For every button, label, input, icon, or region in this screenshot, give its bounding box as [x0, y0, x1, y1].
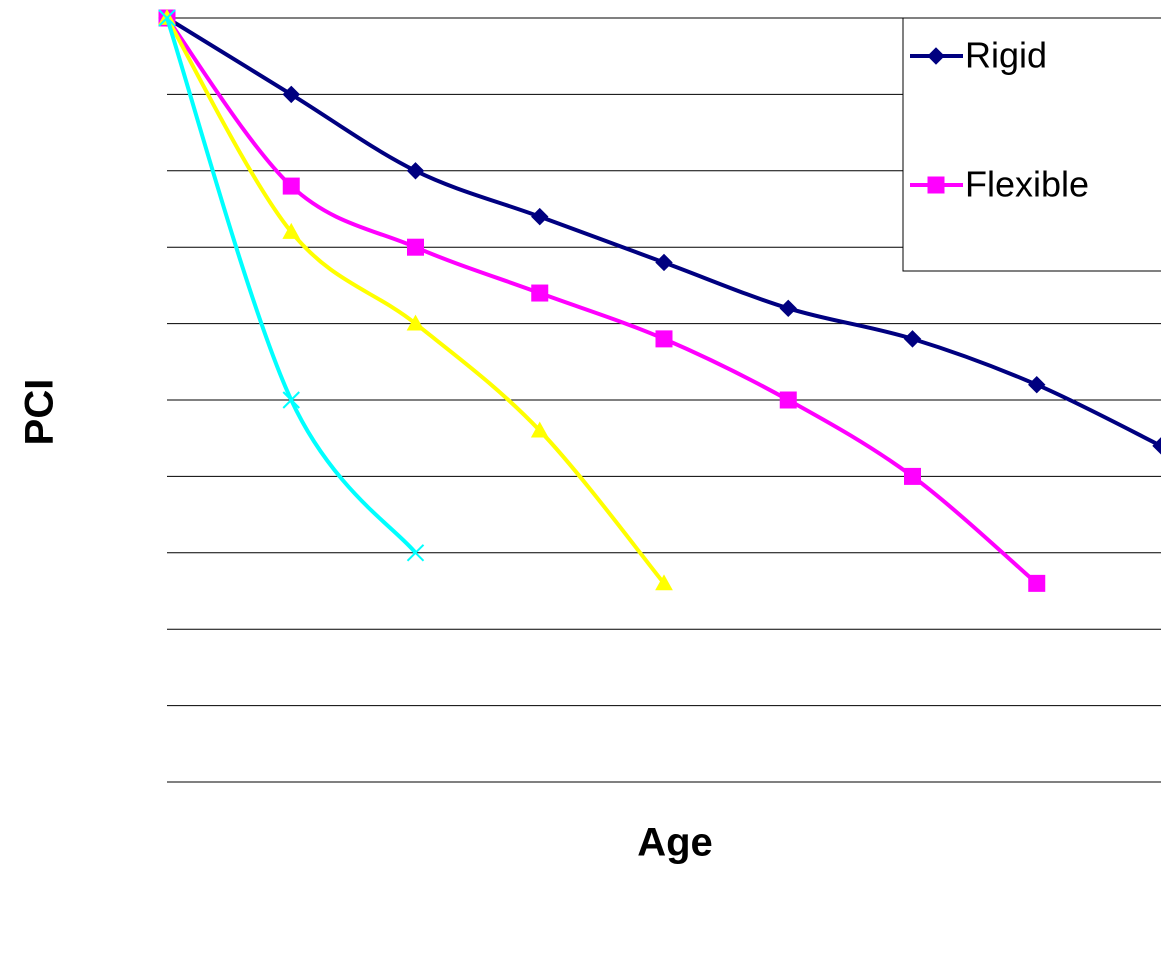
marker [406, 314, 425, 331]
marker [158, 9, 176, 27]
marker [655, 253, 673, 272]
marker [903, 330, 922, 348]
legend-box [902, 17, 1161, 272]
marker [407, 238, 424, 256]
series-line [165, 16, 666, 585]
marker [531, 284, 549, 302]
marker [406, 162, 425, 180]
marker [1028, 574, 1046, 592]
marker [531, 207, 549, 226]
legend-label: Flexible [965, 164, 1089, 205]
series-line [165, 17, 418, 555]
marker [779, 391, 797, 409]
marker [530, 421, 549, 438]
marker [1028, 376, 1046, 394]
x-axis-title: Age [637, 821, 713, 865]
marker [282, 85, 300, 104]
marker [406, 544, 425, 562]
marker [282, 177, 300, 195]
marker [655, 574, 673, 591]
marker [904, 467, 921, 485]
marker [655, 330, 673, 348]
marker [927, 47, 945, 65]
marker [1152, 437, 1161, 455]
marker [282, 222, 301, 239]
legend-label: Rigid [965, 35, 1047, 76]
marker [779, 299, 797, 318]
marker [927, 176, 945, 194]
marker [282, 391, 300, 409]
y-axis-title: PCI [18, 379, 62, 446]
